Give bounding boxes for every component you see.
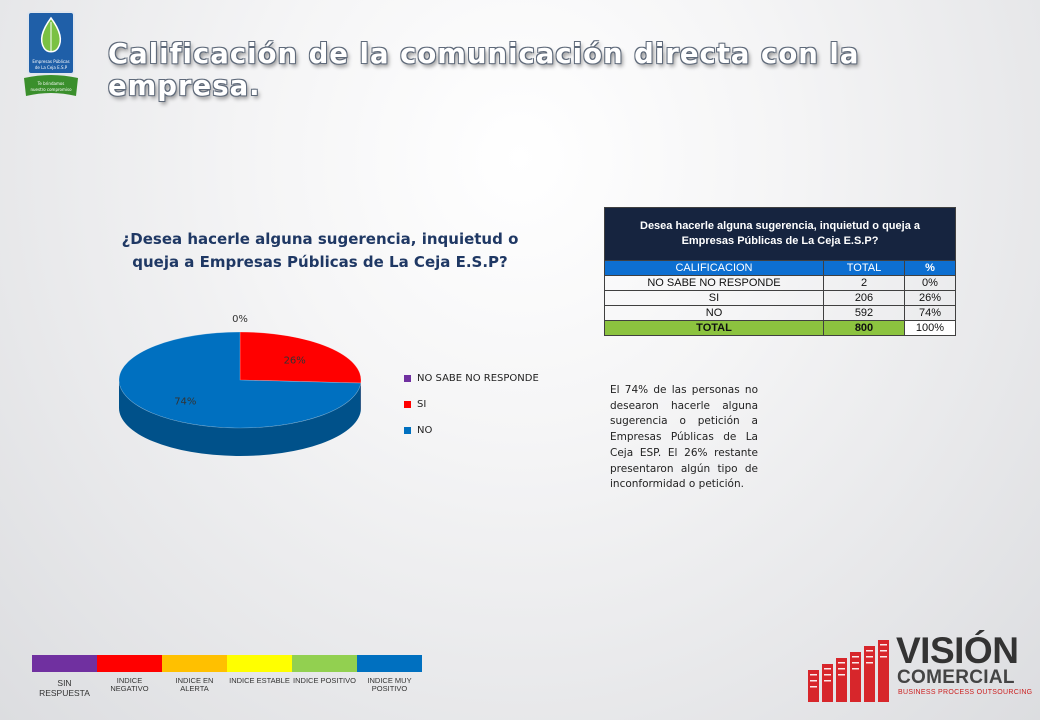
table-cell: TOTAL: [604, 320, 824, 336]
legend-item: NO: [404, 424, 539, 437]
data-table: Desea hacerle alguna sugerencia, inquiet…: [604, 207, 956, 336]
col-header-total: TOTAL: [823, 260, 905, 276]
chart-legend: NO SABE NO RESPONDE SI NO: [404, 372, 539, 450]
narrative-text: El 74% de las personas no desearon hacer…: [610, 384, 758, 491]
scale-color-bar: [32, 655, 97, 672]
brand-tagline: BUSINESS PROCESS OUTSOURCING: [898, 689, 1033, 696]
legend-item: NO SABE NO RESPONDE: [404, 372, 539, 385]
table-cell: 592: [823, 305, 905, 321]
col-header-calificacion: CALIFICACION: [604, 260, 824, 276]
index-scale: SIN RESPUESTA INDICE NEGATIVO INDICE EN AL…: [32, 655, 422, 698]
legend-swatch: [404, 427, 411, 434]
scale-color-bar: [162, 655, 227, 672]
logo-line-4: nuestro compromiso: [30, 87, 72, 92]
logo-line-3: Te brindamos: [37, 81, 65, 86]
scale-color-bar: [292, 655, 357, 672]
scale-color-bar: [227, 655, 292, 672]
legend-label: NO: [417, 425, 433, 436]
table-row: SI 206 26%: [604, 290, 956, 306]
col-header-percent: %: [904, 260, 956, 276]
table-cell: SI: [604, 290, 824, 306]
logo-line-1: Empresas Públicas: [32, 59, 69, 64]
scale-color-bar: [97, 655, 162, 672]
table-cell: 206: [823, 290, 905, 306]
scale-segment: INDICE ESTABLE: [227, 655, 292, 698]
legend-label: SI: [417, 399, 427, 410]
scale-segment: SIN RESPUESTA: [32, 655, 97, 698]
table-cell: 800: [823, 320, 905, 336]
table-cell: 2: [823, 275, 905, 291]
brand-word: VISIÓN: [896, 630, 1019, 671]
table-total-row: TOTAL 800 100%: [604, 320, 956, 336]
pie-chart: 0% 26% 74%: [118, 314, 362, 456]
legend-swatch: [404, 375, 411, 382]
pie-data-label: 74%: [174, 396, 196, 407]
chart-title-line-2: queja a Empresas Públicas de La Ceja E.S…: [132, 253, 508, 271]
brand-sub: COMERCIAL: [897, 667, 1015, 688]
pie-slice-si: [239, 331, 362, 384]
scale-label: INDICE POSITIVO: [293, 676, 356, 685]
table-cell: 26%: [904, 290, 956, 306]
page-title: Calificación de la comunicación directa …: [108, 38, 860, 102]
pie-side-no: [119, 380, 361, 456]
table-row: NO 592 74%: [604, 305, 956, 321]
chart-title: ¿Desea hacerle alguna sugerencia, inquie…: [110, 228, 530, 274]
scale-color-bar: [357, 655, 422, 672]
legend-swatch: [404, 401, 411, 408]
logo-line-2: de La Ceja E.S.P: [35, 65, 68, 70]
scale-segment: INDICE POSITIVO: [292, 655, 357, 698]
scale-label: INDICE EN ALERTA: [175, 676, 214, 693]
chart-title-line-1: ¿Desea hacerle alguna sugerencia, inquie…: [121, 230, 519, 248]
legend-label: NO SABE NO RESPONDE: [417, 373, 539, 384]
scale-label: INDICE NEGATIVO: [110, 676, 149, 693]
table-header: Desea hacerle alguna sugerencia, inquiet…: [604, 207, 956, 261]
pie-slice-no: [118, 331, 362, 429]
scale-segment: INDICE NEGATIVO: [97, 655, 162, 698]
scale-label: INDICE ESTABLE: [229, 676, 290, 685]
scale-label: INDICE MUY POSITIVO: [367, 676, 412, 693]
table-cell: NO SABE NO RESPONDE: [604, 275, 824, 291]
table-cell: 0%: [904, 275, 956, 291]
table-cell: 74%: [904, 305, 956, 321]
scale-label: SIN RESPUESTA: [39, 678, 90, 698]
table-cell: NO: [604, 305, 824, 321]
scale-segment: INDICE EN ALERTA: [162, 655, 227, 698]
table-row: NO SABE NO RESPONDE 2 0%: [604, 275, 956, 291]
vision-comercial-logo: VISIÓN COMERCIAL BUSINESS PROCESS OUTSOU…: [806, 630, 1032, 704]
pie-data-label: 26%: [284, 356, 306, 367]
scale-segment: INDICE MUY POSITIVO: [357, 655, 422, 698]
table-cell: 100%: [904, 320, 956, 336]
company-logo: Empresas Públicas de La Ceja E.S.P Te br…: [24, 11, 78, 96]
pie-data-label: 0%: [232, 314, 248, 325]
bar-icon: [808, 640, 889, 702]
legend-item: SI: [404, 398, 539, 411]
